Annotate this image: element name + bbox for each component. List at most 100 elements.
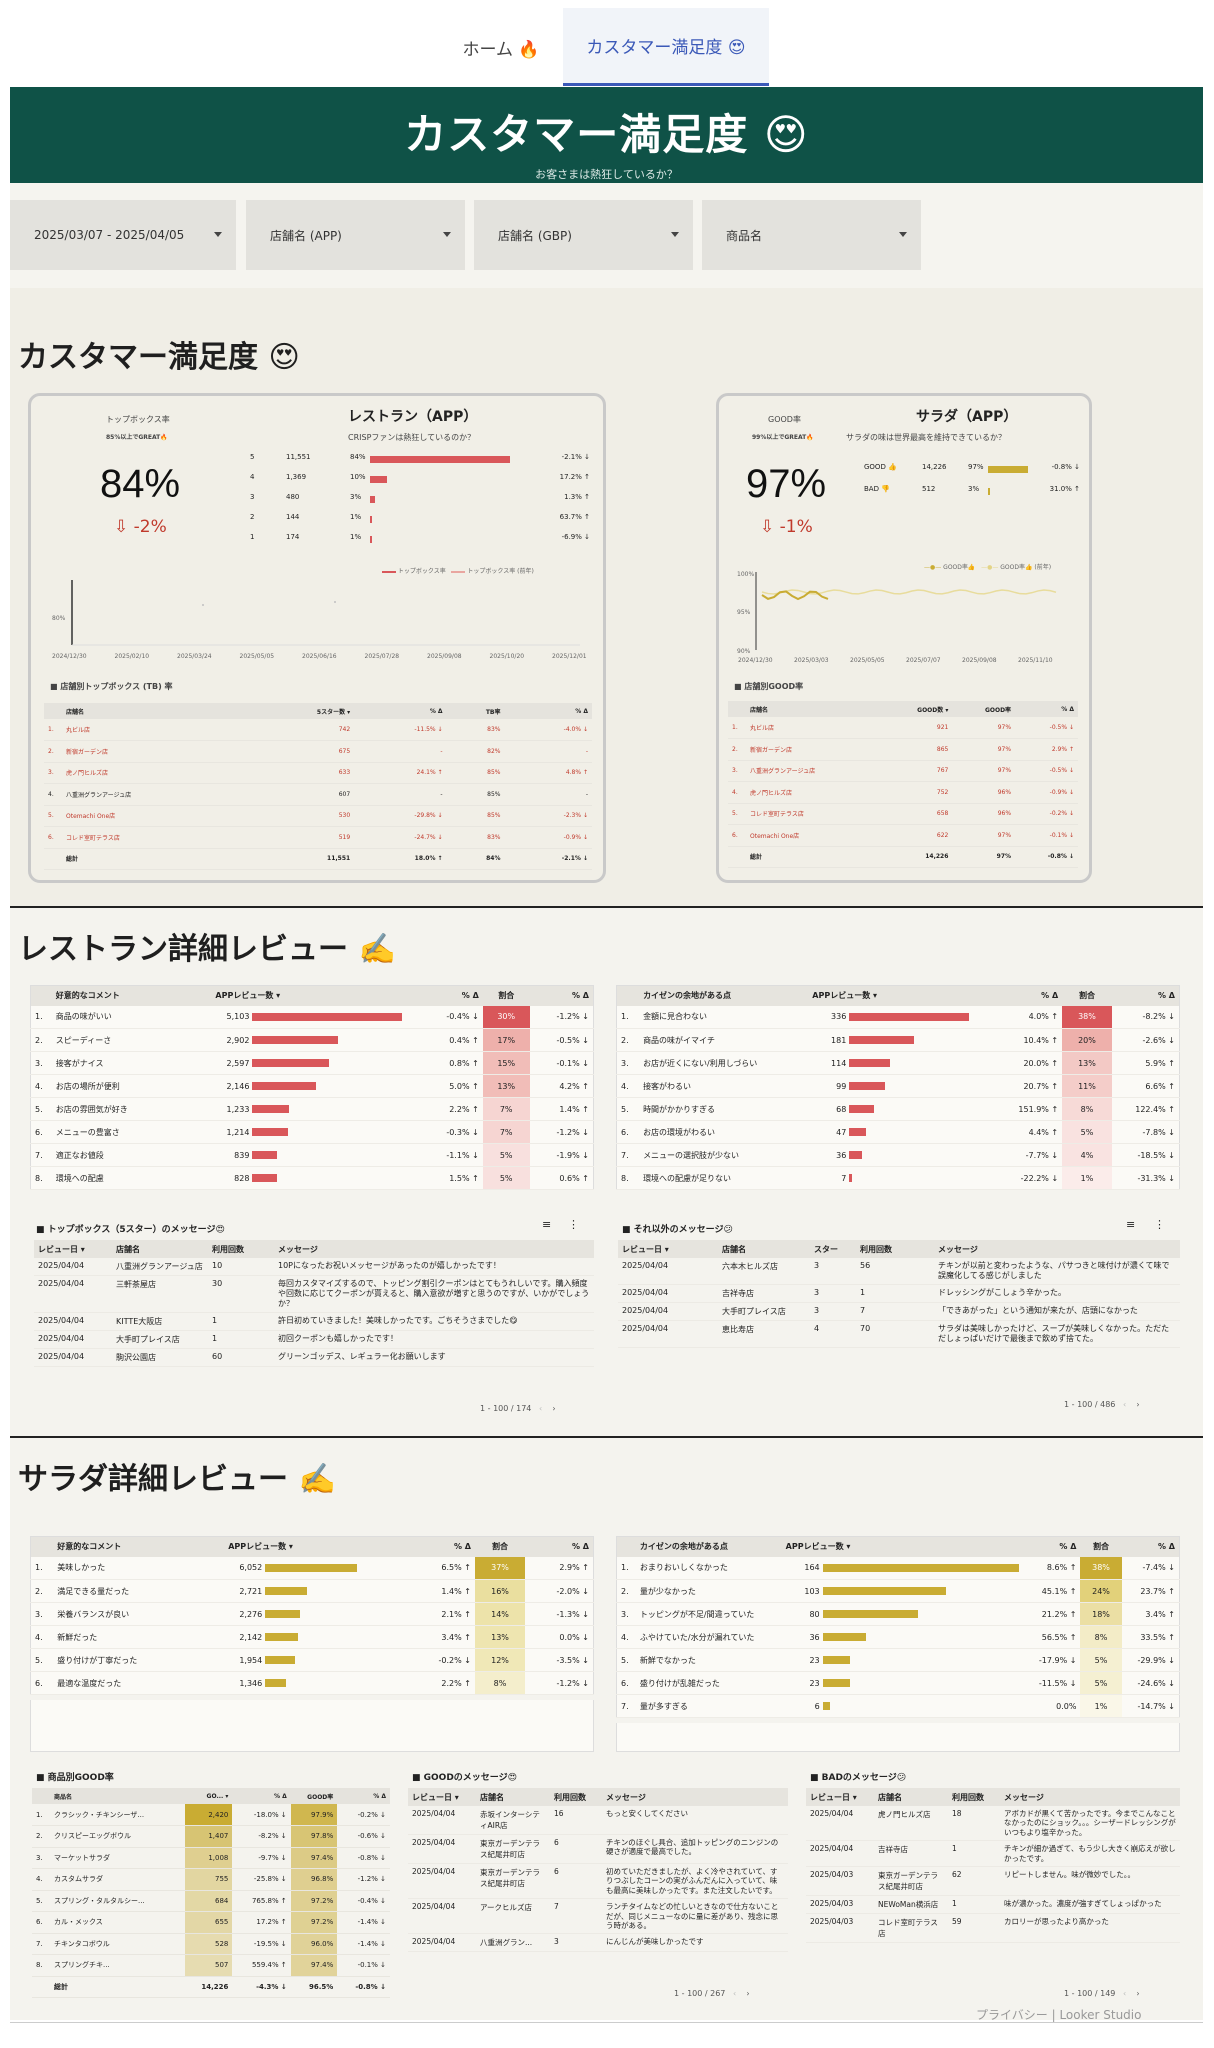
col-header[interactable]: 利用回数 — [550, 1788, 602, 1806]
table-row[interactable]: 1. クラシック・チキンシーザ... 2,420 -18.0% ↓ 97.9% -0.2%… — [32, 1804, 390, 1826]
col-header[interactable]: メッセージ — [1000, 1788, 1180, 1806]
col-store[interactable]: 店舗名 — [62, 703, 249, 719]
table-row[interactable]: 5. 時間がかかりすぎる 68 151.9% ↑ 8% 122.4% ↑ — [616, 1097, 1180, 1121]
next-page-icon[interactable]: › — [1136, 1400, 1140, 1409]
table-row[interactable]: 6. Otemachi One店 622 97% -0.1% ↓ — [728, 824, 1078, 847]
col-header[interactable]: スター — [810, 1240, 856, 1258]
col-delta2[interactable]: % Δ — [504, 703, 592, 719]
col-delta[interactable]: % Δ — [1015, 701, 1078, 717]
col-header[interactable]: カイゼンの余地がある点 — [635, 1536, 782, 1557]
table-row[interactable]: 2025/04/04 吉祥寺店 1 チキンが細か過ぎて、もう少し大きく崩応えが欲しかっ… — [806, 1840, 1180, 1867]
table-row[interactable]: 5. 新鮮でなかった 23 -17.9% ↓ 5% -29.9% ↓ — [616, 1648, 1180, 1672]
table-row[interactable]: 1. 商品の味がいい 5,103 -0.4% ↓ 30% -1.2% ↓ — [30, 1005, 594, 1029]
table-row[interactable]: 5. Otemachi One店 530 -29.8% ↓ 85% -2.3% ↓ — [44, 805, 592, 827]
col-header[interactable]: % Δ — [1111, 985, 1180, 1006]
table-row[interactable]: 5. コレド室町テラス店 658 96% -0.2% ↓ — [728, 803, 1078, 825]
col-header[interactable]: % Δ — [525, 1536, 594, 1557]
col-tb[interactable]: TB率 — [446, 703, 505, 719]
col-count[interactable]: GOOD数 ▾ — [880, 701, 953, 717]
col-header[interactable]: メッセージ — [934, 1240, 1180, 1258]
col-header[interactable]: GOOD率 — [290, 1788, 338, 1804]
col-header[interactable]: % Δ — [418, 985, 483, 1006]
table-row[interactable]: 2025/04/04 虎ノ門ヒルズ店 18 アボカドが黒くて苦かったです。今までこんな… — [806, 1806, 1180, 1842]
col-header[interactable]: 利用回数 — [208, 1240, 274, 1258]
table-row[interactable]: 3. お店が近くにない/利用しづらい 114 20.0% ↑ 13% 5.9% ↑ — [616, 1051, 1180, 1075]
table-row[interactable]: 6. メニューの豊富さ 1,214 -0.3% ↓ 7% -1.2% ↓ — [30, 1120, 594, 1144]
col-header[interactable]: APPレビュー数 ▾ — [224, 1536, 407, 1557]
table-row[interactable]: 2. 新宿ガーデン店 675-82% - — [44, 740, 592, 763]
col-header[interactable]: レビュー日 ▾ — [34, 1240, 112, 1258]
table-row[interactable]: 3. 栄養バランスが良い 2,276 2.1% ↑ 14% -1.3% ↓ — [30, 1602, 594, 1626]
table-row[interactable]: 2. 満足できる量だった 2,721 1.4% ↑ 16% -2.0% ↓ — [30, 1579, 594, 1603]
table-row[interactable]: 1. 金額に見合わない 336 4.0% ↑ 38% -8.2% ↓ — [616, 1005, 1180, 1029]
table-row[interactable]: 7. 量が多すぎる 6 0.0% 1% -14.7% ↓ — [616, 1694, 1180, 1718]
table-row[interactable]: 3. 接客がナイス 2,597 0.8% ↑ 15% -0.1% ↓ — [30, 1051, 594, 1075]
col-header[interactable]: 割合 — [482, 985, 530, 1006]
table-row[interactable]: 2025/04/03 コレド室町テラス店 59 カロリーが思ったより高かった — [806, 1913, 1180, 1943]
table-row[interactable]: 6. 盛り付けが乱雑だった 23 -11.5% ↓ 5% -24.6% ↓ — [616, 1671, 1180, 1695]
col-header[interactable]: % Δ — [232, 1788, 291, 1804]
table-row[interactable]: 8. 環境への配慮 828 1.5% ↑ 5% 0.6% ↑ — [30, 1166, 594, 1190]
table-row[interactable]: 6. お店の環境がわるい 47 4.4% ↑ 5% -7.8% ↓ — [616, 1120, 1180, 1144]
next-page-icon[interactable]: › — [552, 1404, 556, 1413]
col-header[interactable]: 店舗名 — [476, 1788, 550, 1806]
table-row[interactable]: 2. スピーディーさ 2,902 0.4% ↑ 17% -0.5% ↓ — [30, 1028, 594, 1052]
store-gbp-filter[interactable]: 店舗名 (GBP) — [474, 200, 693, 270]
table-row[interactable]: 8. 環境への配慮が足りない 7 -22.2% ↓ 1% -31.3% ↓ — [616, 1166, 1180, 1190]
table-row[interactable]: 2025/04/04 赤坂インターシティAIR店 16 もっと安くしてください — [408, 1806, 788, 1835]
filter-icon[interactable]: ≡ — [542, 1218, 552, 1231]
col-header[interactable]: 割合 — [1062, 985, 1112, 1006]
table-row[interactable]: 2025/04/04 大手町プレイス店 1 初回クーポンも嬉しかったです！ — [34, 1330, 594, 1349]
table-row[interactable]: 2025/04/04 駒沢公園店 60 グリーンゴッデス、レギュラー化お願いします — [34, 1348, 594, 1367]
col-store[interactable]: 店舗名 — [746, 701, 881, 717]
next-page-icon[interactable]: › — [1136, 1989, 1140, 1998]
col-header[interactable]: レビュー日 ▾ — [408, 1788, 476, 1806]
table-row[interactable]: 3. 八重洲グランアージュ店 767 97% -0.5% ↓ — [728, 760, 1078, 782]
prev-page-icon[interactable]: ‹ — [733, 1989, 737, 1998]
col-header[interactable]: APPレビュー数 ▾ — [781, 1536, 1023, 1557]
table-row[interactable]: 5. 盛り付けが丁寧だった 1,954 -0.2% ↓ 12% -3.5% ↓ — [30, 1648, 594, 1672]
col-header[interactable]: 好意的なコメント — [51, 985, 212, 1006]
product-filter[interactable]: 商品名 — [702, 200, 921, 270]
col-header[interactable]: 利用回数 — [856, 1240, 934, 1258]
next-page-icon[interactable]: › — [746, 1989, 750, 1998]
table-row[interactable]: 3. 虎ノ門ヒルズ店 633 24.1% ↑ 85% 4.8% ↑ — [44, 762, 592, 784]
table-row[interactable]: 4. お店の場所が便利 2,146 5.0% ↑ 13% 4.2% ↑ — [30, 1074, 594, 1098]
prev-page-icon[interactable]: ‹ — [1123, 1400, 1127, 1409]
col-header[interactable]: % Δ — [337, 1788, 390, 1804]
date-range-filter[interactable]: 2025/03/07 - 2025/04/05 — [10, 200, 236, 270]
table-row[interactable]: 2025/04/03 NEWoMan横浜店 1 味が濃かった。濃度が強すぎてしょっぱか… — [806, 1895, 1180, 1914]
table-row[interactable]: 8. スプリングチキ... 507 559.4% ↑ 97.4% -0.1% ↓ — [32, 1954, 390, 1977]
col-header[interactable]: % Δ — [994, 985, 1063, 1006]
tab-home[interactable]: ホーム 🔥 — [440, 8, 562, 86]
col-header[interactable]: メッセージ — [274, 1240, 594, 1258]
table-row[interactable]: 6. 最適な温度だった 1,346 2.2% ↑ 8% -1.2% ↓ — [30, 1671, 594, 1695]
table-row[interactable]: 4. 八重洲グランアージュ店 607-85% - — [44, 783, 592, 806]
table-row[interactable]: 2025/04/04 吉祥寺店 3 1 ドレッシングがこしょう辛かった。 — [618, 1284, 1180, 1303]
table-row[interactable]: 4. 新鮮だった 2,142 3.4% ↑ 13% 0.0% ↓ — [30, 1625, 594, 1649]
col-header[interactable]: 割合 — [474, 1536, 526, 1557]
table-row[interactable]: 7. 適正なお値段 839 -1.1% ↓ 5% -1.9% ↓ — [30, 1143, 594, 1167]
prev-page-icon[interactable]: ‹ — [539, 1404, 543, 1413]
table-row[interactable]: 2. 量が少なかった 103 45.1% ↑ 24% 23.7% ↑ — [616, 1579, 1180, 1603]
col-header[interactable]: レビュー日 ▾ — [806, 1788, 874, 1806]
col-rate[interactable]: GOOD率 — [952, 701, 1016, 717]
col-header[interactable]: % Δ — [529, 985, 594, 1006]
col-count[interactable]: 5スター数 ▾ — [248, 703, 355, 719]
table-row[interactable]: 2025/04/04 アークヒルズ店 7 ランチタイムなどの忙しいときなので仕方ないこ… — [408, 1898, 788, 1935]
col-header[interactable]: 店舗名 — [718, 1240, 810, 1258]
store-app-filter[interactable]: 店舗名 (APP) — [246, 200, 465, 270]
col-header[interactable]: APPレビュー数 ▾ — [211, 985, 419, 1006]
col-header[interactable]: APPレビュー数 ▾ — [808, 985, 995, 1006]
prev-page-icon[interactable]: ‹ — [1123, 1989, 1127, 1998]
table-row[interactable]: 3. マーケットサラダ 1,008 -9.7% ↓ 97.4% -0.8% ↓ — [32, 1847, 390, 1869]
col-header[interactable]: レビュー日 ▾ — [618, 1240, 718, 1258]
table-row[interactable]: 2025/04/04 KITTE大阪店 1 許日初めていきました！美味しかったです。ご… — [34, 1312, 594, 1331]
table-row[interactable]: 2025/04/04 東京ガーデンテラス紀尾井町店 6 初めていただきましたが、よく冷… — [408, 1863, 788, 1900]
table-row[interactable]: 2025/04/04 八重洲グランアージュ店 10 10Pになったお祝いメッセージがあ… — [34, 1258, 594, 1276]
table-row[interactable]: 1. 美味しかった 6,052 6.5% ↑ 37% 2.9% ↑ — [30, 1556, 594, 1580]
table-row[interactable]: 2025/04/03 東京ガーデンテラス紀尾井町店 62 リピートしません。味が微妙で… — [806, 1866, 1180, 1896]
table-row[interactable]: 2025/04/04 八重洲グラン... 3 にんじんが美味しかったです — [408, 1933, 788, 1953]
col-header[interactable]: GO... ▾ — [184, 1788, 233, 1804]
table-row[interactable]: 1. おまりおいしくなかった 164 8.6% ↑ 38% -7.4% ↓ — [616, 1556, 1180, 1580]
